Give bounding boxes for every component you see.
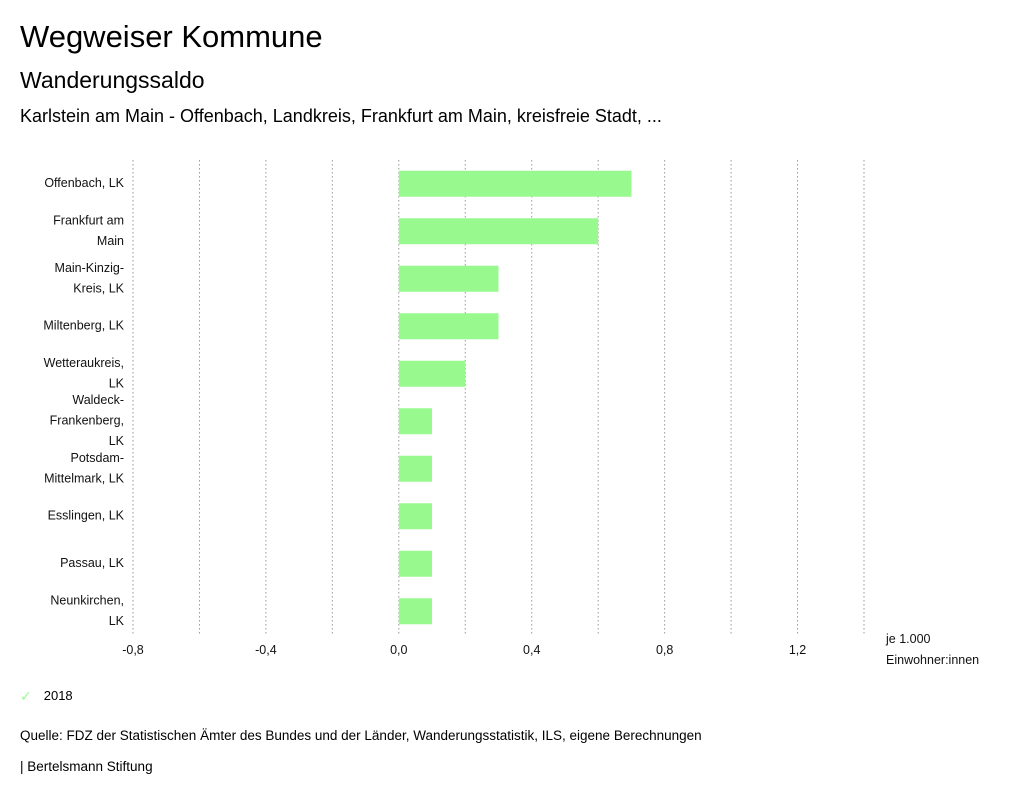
x-tick-label: 0,8	[656, 643, 673, 657]
category-label: Kreis, LK	[73, 281, 124, 295]
x-tick-labels: -0,8 -0,4 0,0 0,4 0,8 1,2	[122, 643, 806, 657]
grid-lines	[132, 160, 865, 635]
bar[interactable]	[398, 360, 466, 387]
category-label: Offenbach, LK	[44, 176, 124, 190]
category-label: Miltenberg, LK	[43, 319, 124, 333]
category-label: LK	[109, 614, 125, 628]
category-label: Passau, LK	[60, 556, 125, 570]
bar[interactable]	[398, 313, 499, 340]
legend-label: 2018	[43, 688, 73, 703]
source-note: Quelle: FDZ der Statistischen Ämter des …	[20, 728, 702, 743]
axis-unit-label: je 1.000 Einwohner:innen	[885, 632, 979, 667]
bar[interactable]	[398, 265, 499, 292]
bar[interactable]	[398, 455, 433, 482]
category-label: Mittelmark, LK	[44, 471, 125, 485]
category-label: Potsdam-	[71, 451, 125, 465]
x-tick-label: 1,2	[789, 643, 806, 657]
x-tick-label: 0,0	[390, 643, 407, 657]
brand-credit: | Bertelsmann Stiftung	[20, 759, 153, 774]
bar[interactable]	[398, 170, 632, 197]
category-label: LK	[109, 376, 125, 390]
category-label: Wetteraukreis,	[44, 356, 124, 370]
bars	[398, 170, 632, 625]
category-label: Frankfurt am	[53, 213, 124, 227]
check-icon[interactable]: ✓	[20, 688, 32, 704]
region-selection[interactable]: Karlstein am Main - Offenbach, Landkreis…	[20, 106, 662, 126]
x-tick-label: 0,4	[523, 643, 540, 657]
bar[interactable]	[398, 503, 433, 530]
category-label: Main-Kinzig-	[55, 261, 124, 275]
category-label: Frankenberg,	[50, 414, 124, 428]
bar[interactable]	[398, 218, 599, 245]
bar-chart: Offenbach, LK Frankfurt am Main Main-Kinzig…	[43, 160, 979, 667]
x-tick-label: -0,8	[122, 643, 144, 657]
unit-label: Einwohner:innen	[886, 653, 979, 667]
bar[interactable]	[398, 408, 433, 435]
category-label: Main	[97, 234, 124, 248]
bar[interactable]	[398, 598, 433, 625]
category-labels: Offenbach, LK Frankfurt am Main Main-Kinzig…	[43, 176, 124, 628]
legend[interactable]: ✓ 2018	[20, 686, 73, 706]
category-label: Neunkirchen,	[50, 593, 124, 607]
chart-subtitle: Wanderungssaldo	[20, 67, 205, 93]
category-label: Esslingen, LK	[48, 509, 125, 523]
bar[interactable]	[398, 550, 433, 577]
category-label: LK	[109, 434, 125, 448]
x-tick-label: -0,4	[255, 643, 277, 657]
unit-label: je 1.000	[885, 632, 931, 646]
category-label: Waldeck-	[72, 393, 124, 407]
page-title: Wegweiser Kommune	[20, 19, 323, 54]
